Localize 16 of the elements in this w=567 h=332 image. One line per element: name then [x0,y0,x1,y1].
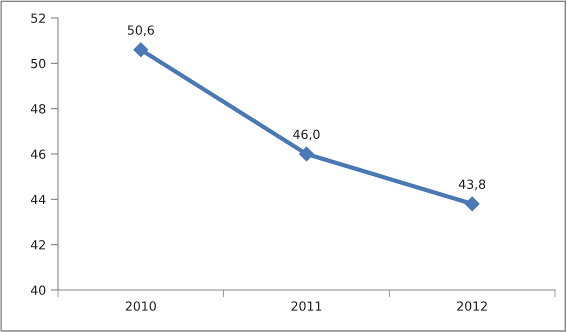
y-tick-label: 40 [30,285,46,295]
x-tick-label: 2010 [126,301,156,311]
y-tick-label: 50 [31,58,46,68]
y-tick-label: 44 [30,194,46,204]
y-tick-label: 42 [30,240,45,250]
point [133,42,148,58]
data-label: 46,0 [293,130,320,140]
y-tick-label: 46 [30,149,46,159]
data-label: 50,6 [128,25,154,36]
x-tick-label: 2011 [292,301,322,311]
y-tick-label: 52 [31,13,45,23]
y-tick-label: 48 [30,104,46,114]
point [299,146,314,162]
point [464,196,480,212]
data-label: 43,8 [458,179,486,190]
x-tick-label: 2012 [457,301,487,311]
